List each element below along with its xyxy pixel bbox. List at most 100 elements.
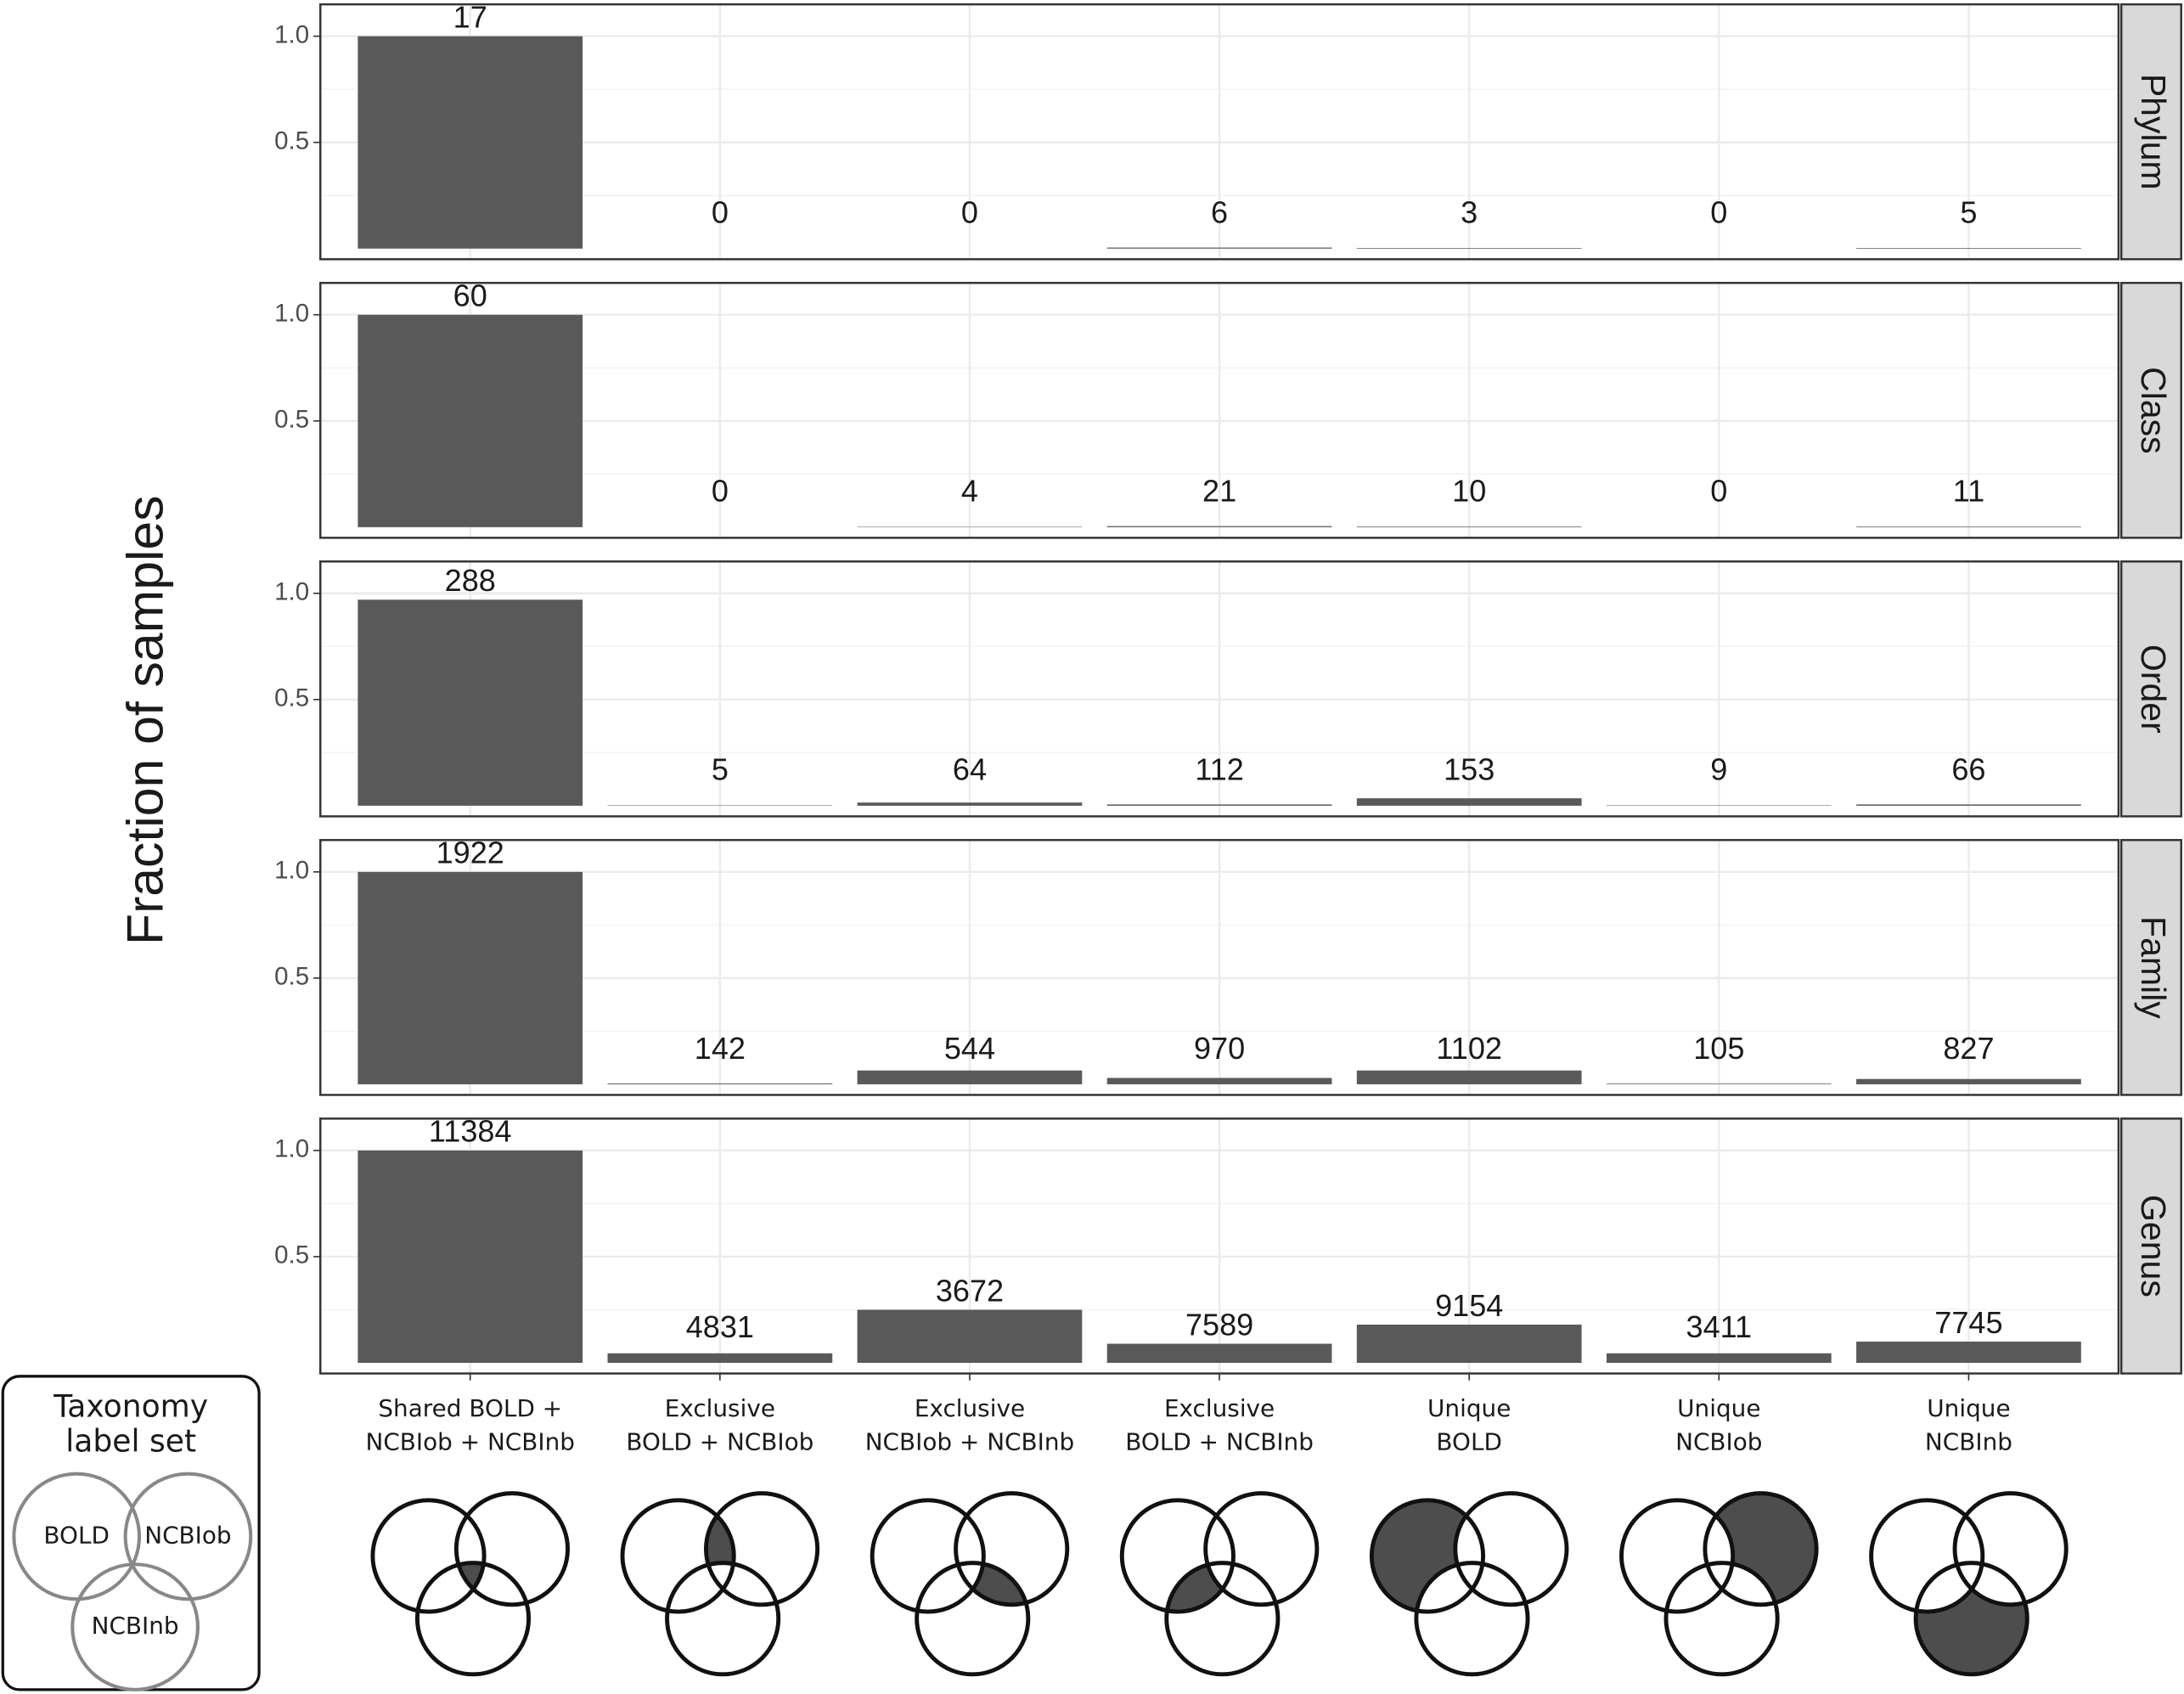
legend-set-label: BOLD xyxy=(43,1521,110,1549)
count-label: 544 xyxy=(944,1031,995,1066)
panel-border xyxy=(319,839,2120,1096)
bar xyxy=(1856,526,2081,527)
bar xyxy=(1856,804,2081,806)
count-label: 64 xyxy=(953,752,987,787)
bar xyxy=(1106,526,1332,527)
y-tick-label: 1.0 xyxy=(274,578,309,606)
count-label: 970 xyxy=(1194,1031,1245,1066)
panel-border xyxy=(319,3,2120,261)
venn-circle xyxy=(1869,1498,1985,1614)
count-label: 10 xyxy=(1452,474,1486,509)
bar xyxy=(1106,1343,1332,1364)
strip-label: Phylum xyxy=(2134,74,2173,190)
y-tick-label: 1.0 xyxy=(274,299,309,327)
venn-circle xyxy=(1203,1491,1320,1607)
venn-circle xyxy=(665,1561,781,1677)
bar xyxy=(1106,1078,1332,1084)
count-label: 4831 xyxy=(686,1309,754,1344)
count-label: 0 xyxy=(961,195,978,230)
count-label: 3 xyxy=(1461,195,1478,230)
count-label: 66 xyxy=(1951,752,1985,787)
strip xyxy=(2119,560,2182,818)
venn-highlight xyxy=(1371,1500,1483,1612)
venn-circle xyxy=(370,1498,487,1614)
venn-highlight xyxy=(706,1500,735,1605)
count-label: 112 xyxy=(1195,752,1244,787)
bar xyxy=(1106,804,1332,806)
y-tick-label: 0.5 xyxy=(274,1241,309,1269)
count-label: 827 xyxy=(1943,1031,1994,1066)
venn-circle xyxy=(620,1498,736,1614)
x-tick-label: Unique xyxy=(1927,1394,2010,1422)
legend-title: Taxonomy xyxy=(53,1389,208,1425)
strip xyxy=(2119,3,2182,261)
bar xyxy=(857,1070,1083,1084)
count-label: 0 xyxy=(712,195,729,230)
bar xyxy=(607,1083,833,1084)
count-label: 17 xyxy=(453,0,487,34)
count-label: 3672 xyxy=(936,1273,1004,1308)
bar xyxy=(357,36,583,249)
strip xyxy=(2119,839,2182,1096)
venn-highlight xyxy=(1916,1562,2028,1674)
bar xyxy=(1356,526,1582,527)
count-label: 0 xyxy=(1710,195,1727,230)
legend-circle xyxy=(123,1472,253,1601)
venn-circle xyxy=(1913,1561,2029,1677)
bar xyxy=(857,802,1083,806)
venn-circle xyxy=(1703,1491,1819,1607)
count-label: 5 xyxy=(712,752,729,787)
venn-highlight xyxy=(1166,1562,1234,1612)
count-label: 7589 xyxy=(1185,1307,1253,1342)
venn-circle xyxy=(1663,1561,1780,1677)
y-tick-label: 1.0 xyxy=(274,1135,309,1163)
count-label: 105 xyxy=(1693,1031,1744,1066)
venn-circle xyxy=(870,1498,986,1614)
bar xyxy=(1606,1353,1832,1364)
count-label: 1102 xyxy=(1436,1031,1502,1066)
venn-circle xyxy=(954,1491,1070,1607)
count-label: 3411 xyxy=(1686,1309,1753,1344)
legend-circle xyxy=(12,1472,142,1601)
venn-circle xyxy=(1453,1491,1569,1607)
venn-circle xyxy=(1119,1498,1236,1614)
count-label: 6 xyxy=(1211,195,1228,230)
bar xyxy=(607,1353,833,1364)
count-label: 7745 xyxy=(1934,1305,2002,1340)
strip-label: Family xyxy=(2134,916,2173,1019)
venn-highlight xyxy=(456,1562,485,1605)
count-label: 11 xyxy=(1953,474,1984,509)
x-tick-label: Shared BOLD + xyxy=(378,1394,562,1422)
bar xyxy=(357,314,583,527)
bar xyxy=(1856,1078,2081,1084)
bar xyxy=(1606,1083,1832,1084)
count-label: 4 xyxy=(961,474,978,509)
y-tick-label: 0.5 xyxy=(274,406,309,434)
venn-highlight xyxy=(955,1562,1028,1605)
bar xyxy=(1356,1325,1582,1364)
bar xyxy=(1856,248,2081,249)
venn-circle xyxy=(1952,1491,2069,1607)
venn-circle xyxy=(414,1561,532,1677)
y-tick-label: 0.5 xyxy=(274,684,309,712)
panel-border xyxy=(319,281,2120,539)
legend-set-label: NCBInb xyxy=(92,1612,179,1640)
panel-border xyxy=(319,560,2120,818)
bar xyxy=(357,599,583,806)
venn-circle xyxy=(1414,1561,1530,1677)
bar xyxy=(857,1309,1083,1364)
bar xyxy=(357,871,583,1084)
count-label: 9154 xyxy=(1435,1288,1503,1323)
x-tick-label: Unique xyxy=(1677,1394,1760,1422)
venn-circle xyxy=(1619,1498,1736,1614)
legend-title: label set xyxy=(65,1424,196,1460)
x-tick-label: BOLD xyxy=(1436,1428,1502,1456)
venn-circle xyxy=(703,1491,820,1607)
y-tick-label: 1.0 xyxy=(274,20,309,48)
venn-circle xyxy=(1369,1498,1486,1614)
y-axis-label: Fraction of samples xyxy=(116,495,174,945)
legend-set-label: NCBIob xyxy=(144,1521,231,1549)
strip-label: Order xyxy=(2134,644,2173,734)
legend-circle xyxy=(70,1562,200,1691)
